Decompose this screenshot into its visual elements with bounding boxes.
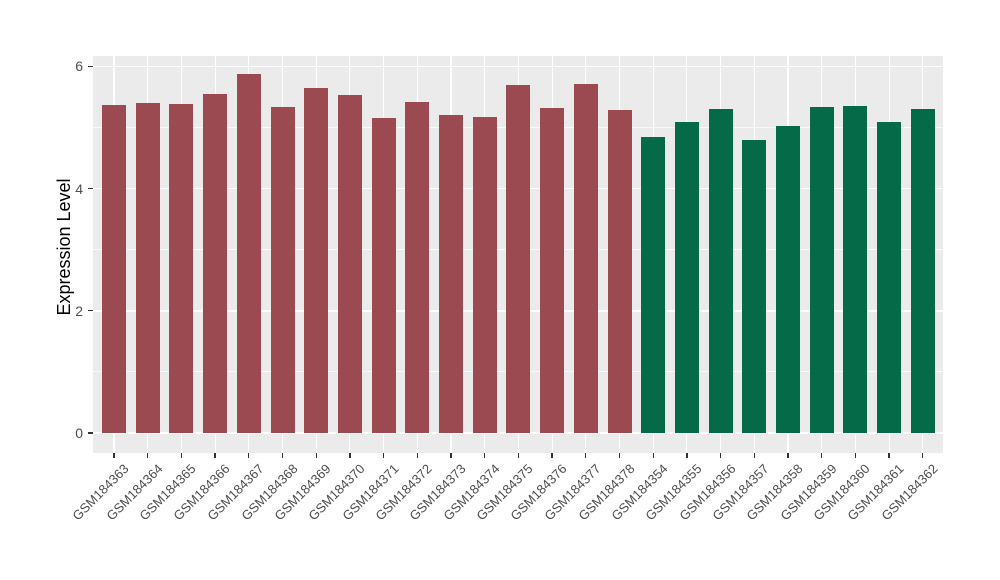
bar [506, 85, 531, 433]
bar [135, 103, 160, 433]
x-axis-tick [719, 453, 722, 458]
x-axis-tick [281, 453, 284, 458]
bar [270, 106, 295, 433]
y-tick-label: 6 [75, 58, 83, 75]
x-axis-tick [517, 453, 520, 458]
bar [607, 110, 632, 433]
x-axis-tick [349, 453, 351, 458]
x-axis-tick [315, 453, 317, 458]
plot-panel [93, 56, 943, 453]
bar [169, 103, 194, 433]
bar [674, 122, 699, 433]
y-tick-label: 4 [75, 180, 83, 197]
y-tick-label: 0 [75, 425, 83, 441]
y-tick-label: 2 [75, 302, 83, 319]
x-axis-tick [180, 453, 183, 458]
bar [809, 106, 834, 433]
x-axis-tick [248, 453, 250, 458]
x-axis-tick [416, 453, 418, 458]
x-axis-tick [652, 453, 654, 458]
bar [337, 94, 362, 433]
y-axis-tick [87, 310, 93, 312]
x-axis-tick [821, 453, 823, 458]
bar [708, 109, 733, 433]
bar [573, 84, 598, 433]
x-axis-tick [214, 453, 216, 458]
x-axis-tick [585, 453, 587, 458]
y-axis-tick [87, 65, 93, 68]
x-axis-tick [618, 453, 621, 458]
bar [843, 105, 868, 433]
x-axis-tick [854, 453, 857, 458]
bar [641, 136, 666, 433]
x-axis-tick [753, 453, 755, 458]
x-axis-tick [888, 453, 890, 458]
bar [439, 114, 463, 433]
bar [472, 116, 497, 433]
y-axis-title: Expression Level [54, 178, 74, 316]
x-axis-tick [450, 453, 452, 458]
y-axis-tick [87, 432, 93, 434]
y-axis-tick [87, 187, 93, 190]
bar [540, 107, 565, 433]
x-axis-tick [787, 453, 789, 458]
bar [910, 108, 935, 433]
x-axis-tick [551, 453, 553, 458]
bar [877, 122, 902, 433]
bar [742, 139, 767, 433]
bar [304, 88, 329, 433]
bar [102, 104, 126, 433]
x-axis-tick [113, 453, 115, 458]
bar [371, 118, 396, 433]
x-axis-tick [147, 453, 149, 458]
bar [203, 93, 228, 433]
x-axis-tick [484, 453, 486, 458]
x-axis-tick [686, 453, 688, 458]
bar [776, 125, 800, 433]
bar [405, 102, 430, 433]
x-axis-tick [382, 453, 385, 458]
x-axis-tick [922, 453, 924, 458]
bar [236, 74, 261, 433]
